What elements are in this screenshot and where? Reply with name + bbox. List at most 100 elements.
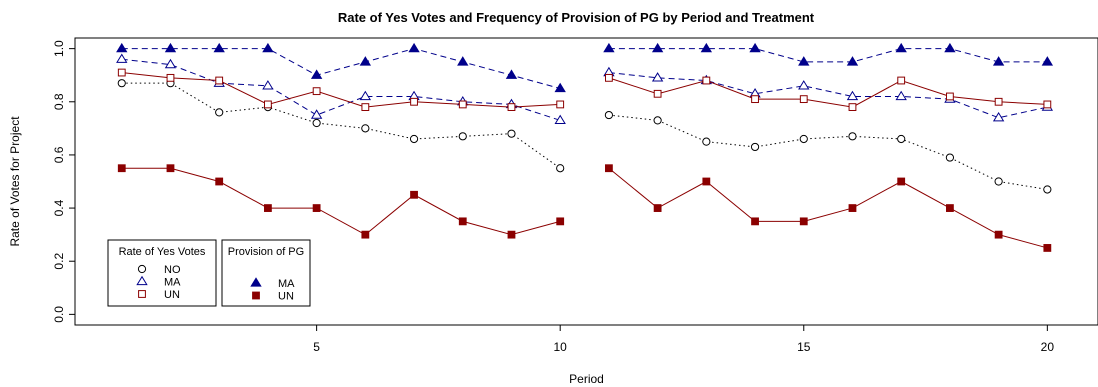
data-point	[262, 42, 274, 53]
data-point	[310, 69, 323, 79]
y-axis-label: Rate of Votes for Project	[8, 116, 22, 247]
data-point	[410, 97, 418, 106]
legend-frame	[107, 239, 217, 307]
data-point	[992, 111, 1005, 122]
data-point	[702, 177, 711, 186]
data-point	[702, 137, 711, 146]
x-tick-label: 5	[313, 340, 320, 354]
data-point	[457, 56, 469, 66]
data-point	[651, 72, 664, 82]
series-provision-of-pg-ma	[116, 42, 1054, 93]
data-point	[507, 103, 516, 111]
data-point	[361, 124, 370, 133]
data-point	[946, 92, 954, 101]
series-rate-of-yes-votes-no	[117, 79, 1052, 194]
data-point	[410, 190, 418, 199]
data-point	[653, 89, 662, 98]
data-point	[897, 177, 906, 186]
data-point	[945, 153, 955, 162]
data-point	[213, 42, 225, 53]
data-point	[166, 164, 175, 173]
legend-frame	[221, 239, 311, 307]
data-point	[310, 109, 323, 119]
legend-label: NO	[164, 264, 181, 276]
legend-marker	[250, 277, 262, 287]
legend-title: Rate of Yes Votes	[119, 246, 206, 258]
data-point	[264, 204, 272, 212]
data-point	[215, 76, 224, 85]
legend-marker	[137, 264, 147, 274]
data-point	[361, 103, 370, 111]
y-tick-label: 0.8	[52, 93, 66, 110]
series-layer	[116, 42, 1054, 252]
data-point	[946, 204, 954, 212]
data-point	[556, 164, 565, 173]
data-point	[651, 42, 664, 53]
series-rate-of-yes-votes-ma	[116, 53, 1054, 125]
series-line	[121, 82, 561, 169]
data-point	[507, 230, 516, 239]
data-point	[554, 82, 566, 93]
data-point	[749, 42, 761, 53]
data-point	[848, 103, 857, 111]
chart-title: Rate of Yes Votes and Frequency of Provi…	[338, 10, 815, 25]
data-point	[458, 132, 467, 141]
data-point	[944, 42, 956, 53]
data-point	[799, 217, 808, 226]
data-point	[751, 95, 759, 104]
y-tick-label: 0.4	[52, 199, 66, 216]
data-point	[264, 100, 272, 109]
data-point	[262, 80, 274, 90]
data-point	[751, 217, 759, 226]
data-point	[799, 95, 808, 104]
data-point	[1041, 56, 1054, 66]
data-point	[554, 114, 566, 125]
data-point	[897, 134, 906, 144]
legend-label: UN	[278, 291, 294, 303]
data-point	[312, 204, 321, 212]
data-point	[164, 42, 177, 53]
data-point	[895, 42, 907, 53]
series-line	[121, 72, 561, 108]
y-tick-label: 0.2	[52, 253, 66, 270]
data-point	[1043, 100, 1052, 109]
legend-title: Provision of PG	[228, 246, 304, 258]
data-point	[1043, 185, 1052, 194]
data-point	[603, 42, 615, 53]
data-point	[215, 177, 224, 186]
data-point	[556, 217, 565, 226]
data-point	[408, 42, 420, 53]
data-point	[359, 90, 372, 101]
data-point	[117, 79, 126, 88]
data-point	[604, 110, 614, 120]
data-point	[605, 164, 613, 173]
x-tick-label: 15	[797, 340, 811, 354]
series-line	[608, 72, 1048, 119]
data-point	[312, 87, 321, 96]
legend-label: MA	[278, 278, 295, 290]
x-axis-label: Period	[569, 372, 604, 386]
legend-marker	[136, 275, 148, 286]
data-point	[116, 42, 128, 53]
series-line	[608, 167, 1048, 249]
data-point	[895, 90, 907, 101]
data-point	[361, 230, 370, 239]
data-point	[359, 56, 372, 66]
data-point	[556, 100, 565, 109]
data-point	[992, 56, 1005, 66]
data-point	[116, 53, 128, 63]
data-point	[312, 118, 321, 128]
data-point	[409, 134, 419, 144]
data-point	[605, 73, 613, 82]
series-rate-of-yes-votes-un	[117, 68, 1052, 111]
data-point	[848, 132, 857, 141]
y-tick-label: 1.0	[52, 40, 66, 57]
legend-label: MA	[164, 277, 181, 289]
legend-label: UN	[164, 289, 180, 301]
data-point	[653, 204, 662, 212]
data-point	[458, 217, 467, 226]
data-point	[458, 100, 467, 109]
